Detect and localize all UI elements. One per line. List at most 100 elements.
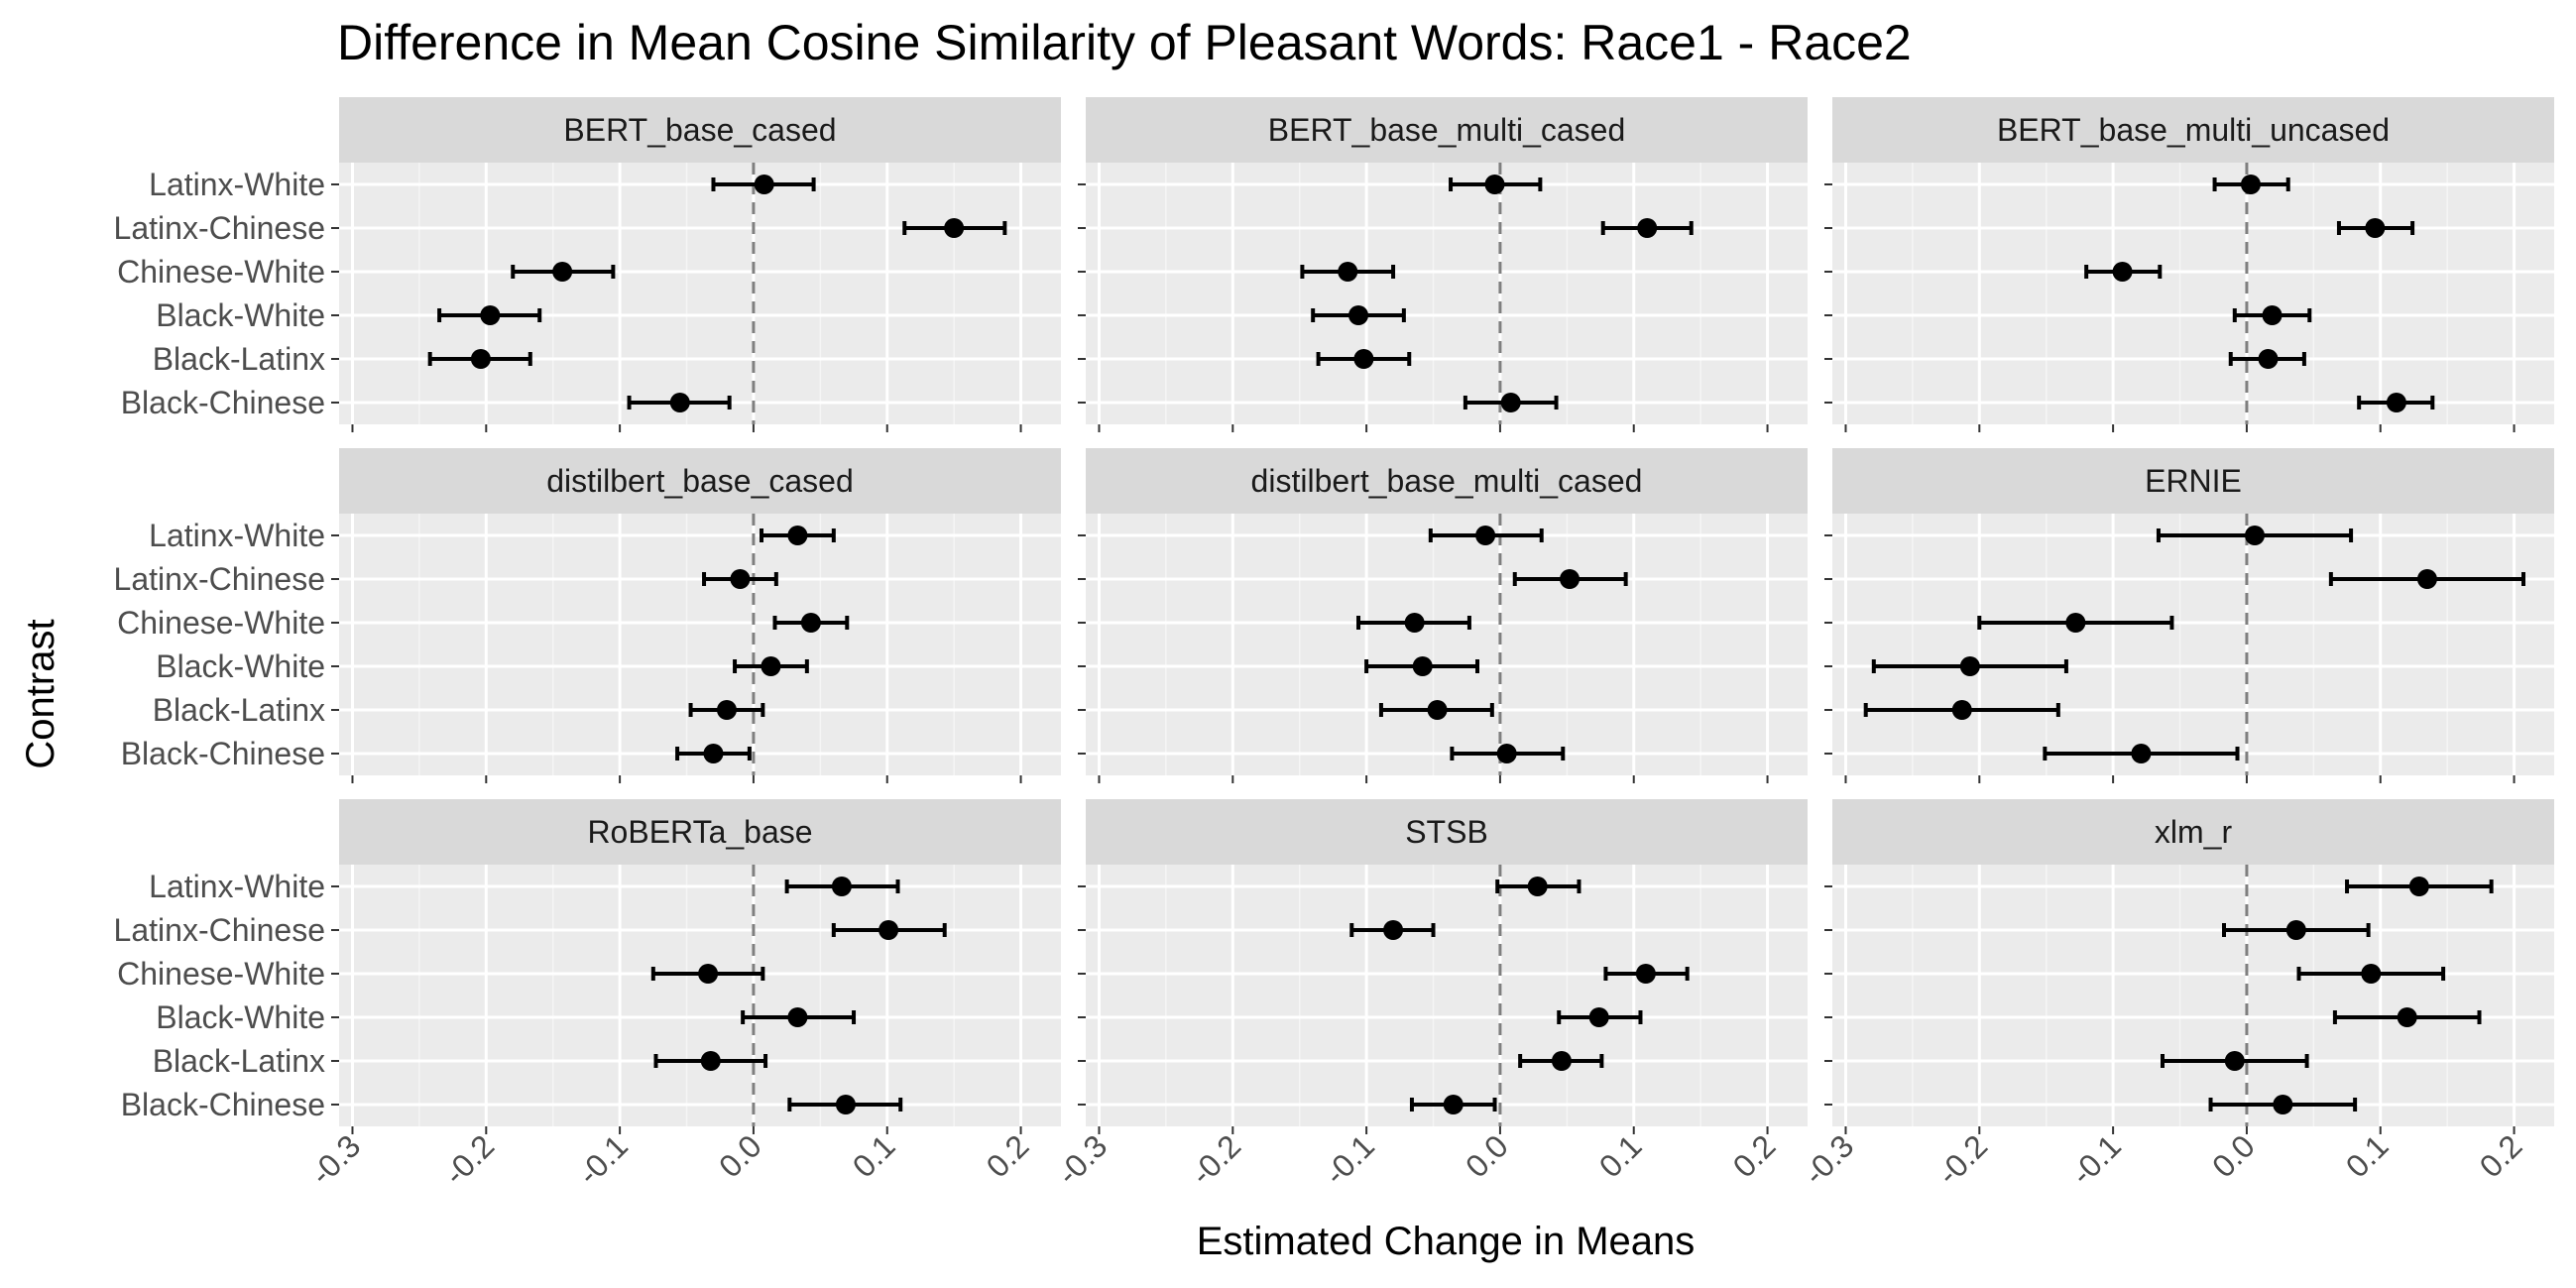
estimate-point xyxy=(787,1007,808,1027)
estimate-point xyxy=(700,1051,721,1071)
estimate-point xyxy=(1959,656,1980,676)
panel-background xyxy=(1832,514,2554,775)
x-tick-label: -0.1 xyxy=(1318,1127,1381,1191)
x-tick-label: -0.3 xyxy=(1797,1127,1860,1191)
strip-label: RoBERTa_base xyxy=(587,814,812,850)
y-tick-label: Black-Chinese xyxy=(121,736,325,771)
y-tick-label: Latinx-Chinese xyxy=(114,210,325,246)
panel-background xyxy=(339,163,1061,424)
estimate-point xyxy=(944,218,965,238)
x-tick-label: 0.2 xyxy=(1726,1127,1783,1184)
estimate-point xyxy=(2285,920,2306,940)
strip-background xyxy=(339,97,1061,163)
facet-panel: distilbert_base_multi_cased xyxy=(1078,448,1808,783)
y-tick-label: Chinese-White xyxy=(117,956,325,992)
x-tick-label: -0.3 xyxy=(303,1127,367,1191)
estimate-point xyxy=(480,305,501,325)
estimate-point xyxy=(552,262,573,282)
strip-background xyxy=(1086,799,1808,865)
estimate-point xyxy=(1427,700,1448,720)
estimate-point xyxy=(2361,964,2382,984)
strip-background xyxy=(1086,448,1808,514)
estimate-point xyxy=(878,920,899,940)
facet-panel: STSB -0.3 -0.2 -0.1 0.0 0.1 0.2 xyxy=(1050,799,1808,1192)
x-tick-label: 0.0 xyxy=(1459,1127,1515,1184)
strip-background xyxy=(1832,448,2554,514)
estimate-point xyxy=(2365,218,2386,238)
estimate-point xyxy=(2245,526,2266,545)
x-tick-label: 0.2 xyxy=(980,1127,1036,1184)
x-tick-label: -0.3 xyxy=(1050,1127,1113,1191)
estimate-point xyxy=(1404,613,1425,633)
y-tick-label: Black-Latinx xyxy=(153,692,325,728)
estimate-point xyxy=(2262,305,2283,325)
estimate-point xyxy=(2258,349,2279,369)
y-tick-label: Latinx-White xyxy=(149,518,325,553)
y-tick-label: Black-Latinx xyxy=(153,341,325,377)
estimate-point xyxy=(2224,1051,2245,1071)
estimate-point xyxy=(1551,1051,1572,1071)
x-axis-title: Estimated Change in Means xyxy=(1197,1220,1696,1263)
estimate-point xyxy=(2386,393,2406,412)
facet-panels: BERT_base_cased Latinx-White Latinx-Chines… xyxy=(114,97,2554,1192)
panel-background xyxy=(1086,865,1808,1126)
strip-label: xlm_r xyxy=(2155,814,2233,850)
strip-label: ERNIE xyxy=(2145,463,2242,499)
strip-label: BERT_base_cased xyxy=(563,112,836,148)
x-tick-label: 0.0 xyxy=(712,1127,768,1184)
estimate-point xyxy=(831,877,852,896)
strip-label: BERT_base_multi_uncased xyxy=(1997,112,2390,148)
panel-background xyxy=(1832,865,2554,1126)
facet-panel: distilbert_base_cased Latinx-White Latinx-… xyxy=(114,448,1061,783)
estimate-point xyxy=(2112,262,2133,282)
estimate-point xyxy=(835,1095,856,1114)
x-tick-label: 0.1 xyxy=(2339,1127,2396,1184)
facet-panel: BERT_base_multi_cased xyxy=(1078,97,1808,432)
strip-label: distilbert_base_multi_cased xyxy=(1251,463,1643,499)
estimate-point xyxy=(1951,700,1972,720)
strip-background xyxy=(339,799,1061,865)
panel-background xyxy=(339,514,1061,775)
y-tick-label: Chinese-White xyxy=(117,254,325,290)
estimate-point xyxy=(754,175,774,194)
y-tick-label: Black-White xyxy=(156,648,325,684)
y-tick-label: Chinese-White xyxy=(117,605,325,641)
estimate-point xyxy=(1635,964,1656,984)
x-tick-label: -0.1 xyxy=(2064,1127,2128,1191)
estimate-point xyxy=(698,964,719,984)
y-tick-label: Black-White xyxy=(156,999,325,1035)
estimate-point xyxy=(730,569,751,589)
y-tick-label: Black-Chinese xyxy=(121,1087,325,1122)
facet-panel: RoBERTa_base Latinx-White Latinx-Chinese Ch… xyxy=(114,799,1061,1192)
estimate-point xyxy=(800,613,821,633)
y-tick-label: Latinx-White xyxy=(149,869,325,904)
facet-panel: xlm_r -0.3 -0.2 -0.1 0.0 0.1 0.2 xyxy=(1797,799,2554,1192)
estimate-point xyxy=(2273,1095,2293,1114)
estimate-point xyxy=(1383,920,1404,940)
y-axis-title: Contrast xyxy=(19,619,62,768)
estimate-point xyxy=(1338,262,1358,282)
strip-label: BERT_base_multi_cased xyxy=(1268,112,1626,148)
estimate-point xyxy=(716,700,737,720)
estimate-point xyxy=(1353,349,1374,369)
y-tick-label: Latinx-Chinese xyxy=(114,561,325,597)
strip-background xyxy=(1832,799,2554,865)
strip-label: STSB xyxy=(1405,814,1488,850)
estimate-point xyxy=(1637,218,1658,238)
x-tick-label: 0.2 xyxy=(2473,1127,2529,1184)
strip-background xyxy=(1086,97,1808,163)
strip-background xyxy=(339,448,1061,514)
estimate-point xyxy=(2397,1007,2417,1027)
y-tick-label: Black-Chinese xyxy=(121,385,325,420)
facet-panel: BERT_base_multi_uncased xyxy=(1824,97,2554,432)
estimate-point xyxy=(470,349,491,369)
chart-title: Difference in Mean Cosine Similarity of … xyxy=(337,15,1912,70)
estimate-point xyxy=(1588,1007,1609,1027)
estimate-point xyxy=(1348,305,1369,325)
x-tick-label: -0.2 xyxy=(1931,1127,1994,1191)
estimate-point xyxy=(2131,744,2152,763)
x-tick-label: -0.2 xyxy=(1184,1127,1247,1191)
panel-background xyxy=(1086,163,1808,424)
panel-background xyxy=(339,865,1061,1126)
estimate-point xyxy=(761,656,781,676)
